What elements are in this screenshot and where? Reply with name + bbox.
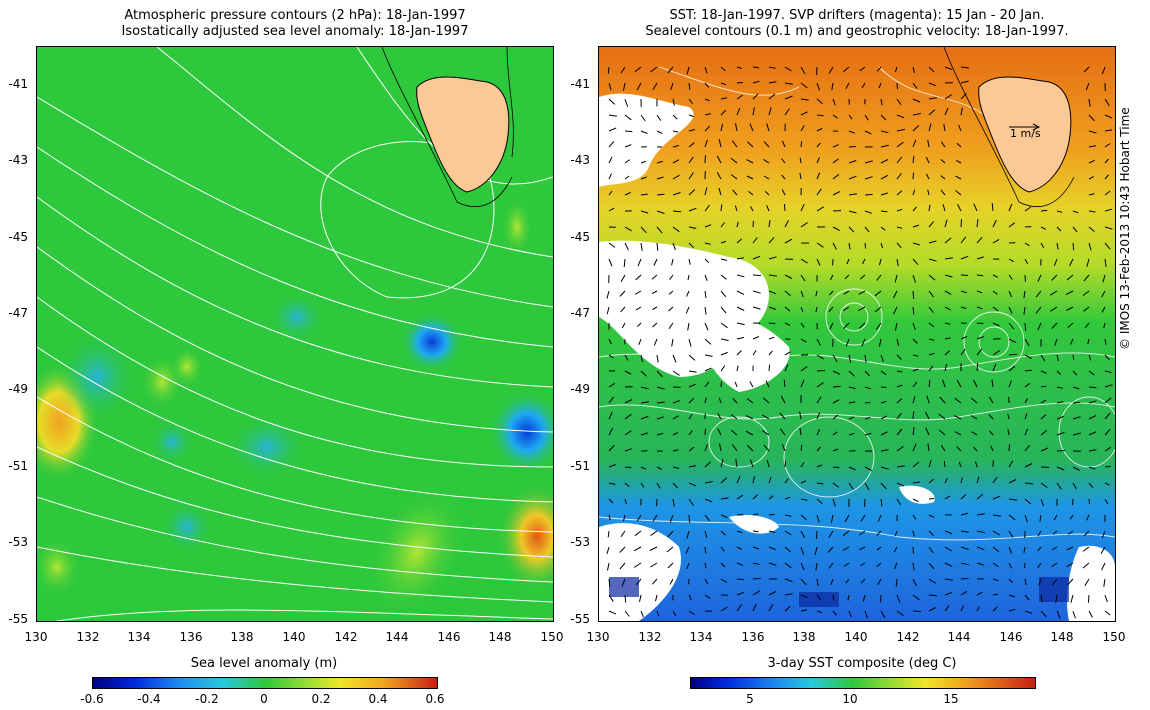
right-x-tick: 140 bbox=[844, 630, 868, 644]
left-x-tick: 140 bbox=[282, 630, 306, 644]
left-colorbar-tick: -0.4 bbox=[137, 692, 161, 706]
right-title-line1: SST: 18-Jan-1997. SVP drifters (magenta)… bbox=[669, 8, 1045, 23]
scale-arrow-label: 1 m/s bbox=[1010, 127, 1041, 140]
left-y-tick: -43 bbox=[8, 153, 28, 167]
left-y-tick: -55 bbox=[8, 612, 28, 626]
right-x-tick: 134 bbox=[689, 630, 713, 644]
left-x-tick: 138 bbox=[230, 630, 254, 644]
right-y-tick: -41 bbox=[570, 77, 590, 91]
left-colorbar bbox=[92, 677, 438, 689]
left-x-tick: 148 bbox=[488, 630, 512, 644]
left-y-tick: -47 bbox=[8, 306, 28, 320]
right-x-tick: 146 bbox=[999, 630, 1023, 644]
right-x-tick: 138 bbox=[792, 630, 816, 644]
left-colorbar-tick: 0.2 bbox=[311, 692, 331, 706]
left-x-tick: 130 bbox=[24, 630, 48, 644]
left-y-tick: -51 bbox=[8, 459, 28, 473]
left-y-tick: -49 bbox=[8, 382, 28, 396]
right-x-tick: 144 bbox=[947, 630, 971, 644]
right-y-tick: -49 bbox=[570, 382, 590, 396]
right-y-tick: -45 bbox=[570, 230, 590, 244]
right-x-tick: 148 bbox=[1050, 630, 1074, 644]
left-title-line1: Atmospheric pressure contours (2 hPa): 1… bbox=[124, 8, 466, 23]
left-x-tick: 142 bbox=[334, 630, 358, 644]
right-y-tick: -51 bbox=[570, 459, 590, 473]
left-x-tick: 144 bbox=[385, 630, 409, 644]
right-y-tick: -53 bbox=[570, 535, 590, 549]
right-colorbar-tick: 5 bbox=[746, 692, 754, 706]
left-x-tick: 136 bbox=[179, 630, 203, 644]
right-y-tick: -55 bbox=[570, 612, 590, 626]
left-x-tick: 146 bbox=[437, 630, 461, 644]
left-x-tick: 134 bbox=[127, 630, 151, 644]
right-x-tick: 130 bbox=[586, 630, 610, 644]
left-x-tick: 150 bbox=[540, 630, 564, 644]
right-colorbar-label: 3-day SST composite (deg C) bbox=[767, 656, 957, 671]
left-x-tick: 132 bbox=[76, 630, 100, 644]
left-colorbar-label: Sea level anomaly (m) bbox=[190, 656, 338, 671]
left-colorbar-tick: -0.2 bbox=[195, 692, 219, 706]
right-title: SST: 18-Jan-1997. SVP drifters (magenta)… bbox=[598, 8, 1116, 40]
left-title: Atmospheric pressure contours (2 hPa): 1… bbox=[36, 8, 554, 40]
left-colorbar-tick: -0.6 bbox=[80, 692, 104, 706]
right-y-tick: -47 bbox=[570, 306, 590, 320]
right-title-line2: Sealevel contours (0.1 m) and geostrophi… bbox=[645, 24, 1069, 39]
right-x-tick: 132 bbox=[638, 630, 662, 644]
right-x-tick: 142 bbox=[896, 630, 920, 644]
right-colorbar-tick: 10 bbox=[842, 692, 858, 706]
right-y-tick: -43 bbox=[570, 153, 590, 167]
credit-text: © IMOS 13-Feb-2013 10:43 Hobart Time bbox=[1118, 107, 1132, 350]
left-y-tick: -41 bbox=[8, 77, 28, 91]
right-colorbar-tick: 15 bbox=[943, 692, 959, 706]
left-colorbar-tick: 0.4 bbox=[368, 692, 388, 706]
sea-level-anomaly-map bbox=[36, 46, 554, 622]
left-title-line2: Isostatically adjusted sea level anomaly… bbox=[121, 24, 469, 39]
left-colorbar-tick: 0.6 bbox=[425, 692, 445, 706]
sst-map: 1 m/s bbox=[598, 46, 1116, 622]
right-x-tick: 136 bbox=[741, 630, 765, 644]
left-y-tick: -53 bbox=[8, 535, 28, 549]
right-colorbar bbox=[690, 677, 1036, 689]
left-colorbar-tick: 0 bbox=[260, 692, 268, 706]
left-y-tick: -45 bbox=[8, 230, 28, 244]
right-x-tick: 150 bbox=[1102, 630, 1126, 644]
